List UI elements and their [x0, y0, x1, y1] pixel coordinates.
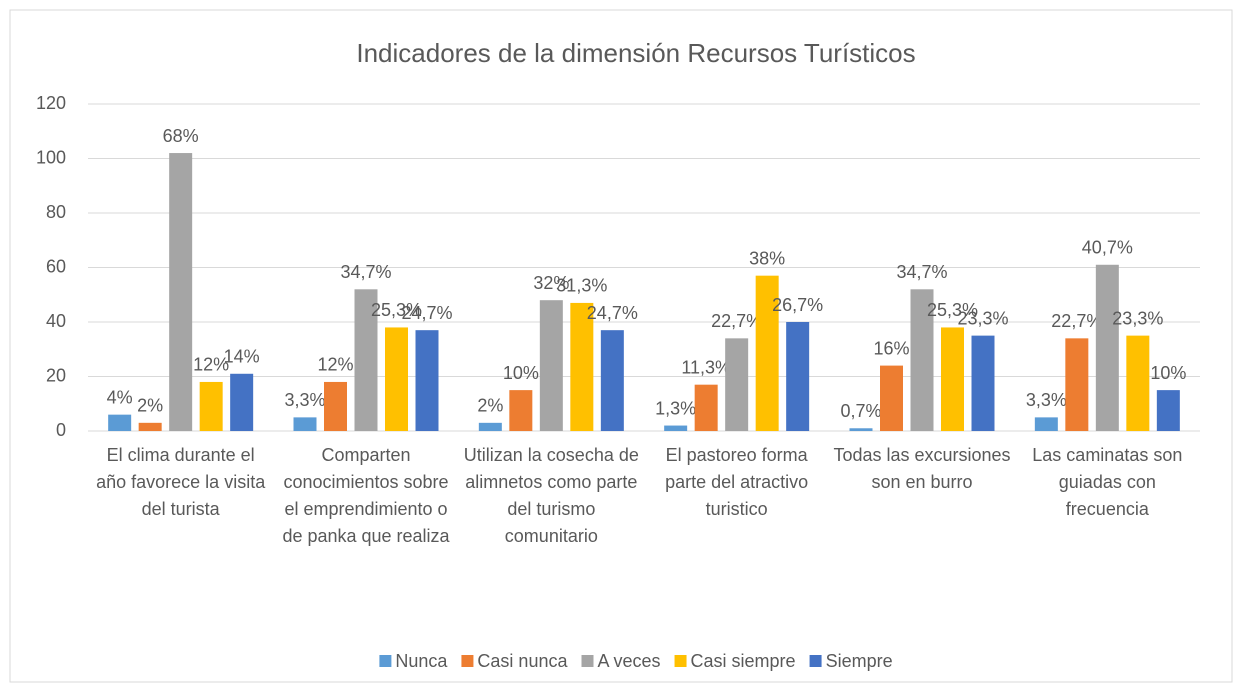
bar	[509, 390, 533, 431]
data-label: 1,3%	[655, 398, 696, 418]
data-label: 24,7%	[401, 303, 452, 323]
legend-swatch	[809, 655, 822, 667]
bar	[849, 428, 873, 431]
bar	[786, 322, 810, 431]
data-label: 23,3%	[1112, 308, 1163, 328]
y-tick-label: 100	[36, 147, 66, 167]
data-label: 3,3%	[1026, 390, 1067, 410]
legend-swatch	[379, 655, 392, 667]
data-label: 10%	[1150, 363, 1186, 383]
bar	[755, 275, 779, 431]
data-label: 22,7%	[711, 311, 762, 331]
y-tick-label: 0	[56, 420, 66, 440]
bar	[169, 153, 193, 432]
data-label: 12%	[193, 355, 229, 375]
bar	[354, 289, 378, 431]
legend-label: Casi siempre	[691, 651, 796, 671]
bar	[1095, 264, 1119, 431]
legend-swatch	[674, 655, 687, 667]
legend-label: A veces	[597, 651, 660, 671]
bar	[1065, 338, 1089, 431]
data-label: 2%	[477, 396, 503, 416]
bar	[230, 373, 254, 431]
data-label: 16%	[873, 338, 909, 358]
x-tick-label: Todas las excursiones son en burro	[833, 445, 1011, 492]
legend-label: Siempre	[826, 651, 893, 671]
bar	[910, 289, 934, 431]
data-label: 34,7%	[340, 262, 391, 282]
x-tick-label: Utilizan la cosecha de alimnetos como pa…	[463, 445, 639, 546]
x-tick-label: Las caminatas son guiadas con frecuencia	[1032, 445, 1183, 519]
x-tick-label: Comparten conocimientos sobre el emprend…	[282, 445, 450, 546]
bar	[293, 417, 317, 431]
data-label: 34,7%	[896, 262, 947, 282]
bar	[478, 422, 502, 431]
bar	[539, 300, 563, 431]
data-label: 14%	[224, 347, 260, 367]
data-label: 32%	[533, 273, 569, 293]
bar	[324, 381, 347, 431]
data-label: 4%	[107, 387, 133, 407]
bar	[1034, 417, 1058, 431]
legend-swatch	[461, 655, 474, 667]
bar	[1156, 390, 1180, 431]
bar	[880, 365, 903, 431]
bar	[415, 330, 439, 431]
bar	[199, 381, 223, 431]
data-label: 10%	[503, 363, 539, 383]
legend-swatch	[581, 655, 594, 667]
bar	[694, 384, 718, 431]
x-tick-label: El clima durante el año favorece la visi…	[96, 445, 266, 519]
bar	[570, 302, 594, 431]
data-label: 31,3%	[556, 276, 607, 296]
bar	[600, 330, 624, 431]
data-label: 38%	[749, 248, 785, 268]
chart-title: Indicadores de la dimensión Recursos Tur…	[356, 38, 915, 68]
data-label: 40,7%	[1082, 238, 1133, 258]
x-tick-label: El pastoreo forma parte del atractivo tu…	[665, 445, 809, 519]
data-label: 12%	[317, 355, 353, 375]
bar	[941, 327, 964, 431]
bar	[138, 422, 162, 431]
bar	[108, 414, 132, 431]
bar	[385, 327, 408, 431]
data-label: 0,7%	[840, 401, 881, 421]
data-label: 25,3%	[927, 300, 978, 320]
data-label: 22,7%	[1051, 311, 1102, 331]
bar	[971, 335, 995, 431]
data-label: 24,7%	[587, 303, 638, 323]
legend-label: Casi nunca	[477, 651, 568, 671]
data-label: 26,7%	[772, 295, 823, 315]
y-tick-label: 20	[46, 365, 66, 385]
bar	[1126, 335, 1150, 431]
y-tick-label: 40	[46, 311, 66, 331]
bar	[664, 425, 688, 431]
data-label: 11,3%	[681, 357, 731, 377]
data-label: 3,3%	[284, 390, 325, 410]
legend-label: Nunca	[395, 651, 448, 671]
data-label: 23,3%	[957, 308, 1008, 328]
bar	[725, 338, 749, 431]
y-tick-label: 60	[46, 256, 66, 276]
y-tick-label: 80	[46, 202, 66, 222]
data-label: 68%	[163, 126, 199, 146]
y-tick-label: 120	[36, 93, 66, 113]
data-label: 25,3%	[371, 300, 422, 320]
data-label: 2%	[137, 396, 163, 416]
